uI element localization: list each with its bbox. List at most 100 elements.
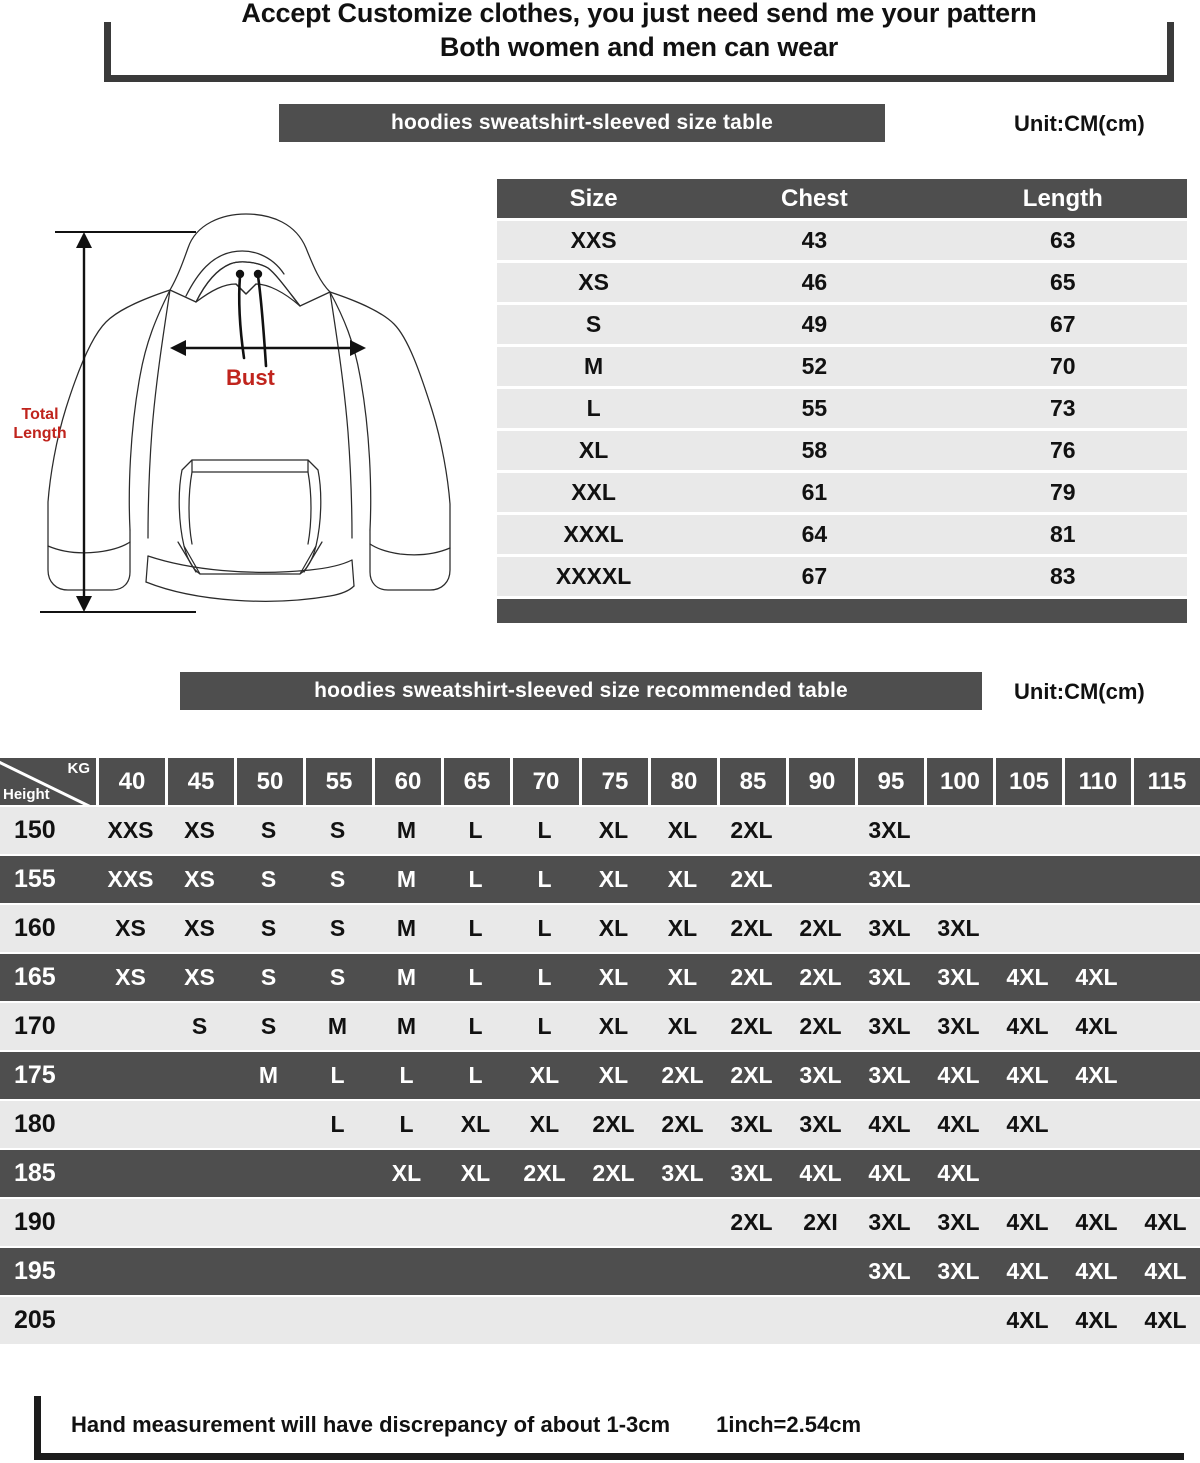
size-cell: XL: [667, 866, 698, 892]
drawstring-eyelet-left: [235, 269, 245, 279]
size-cell-empty: [1131, 807, 1200, 854]
size-table-footer-bar-fill: [497, 599, 1187, 623]
size-cell: 3XL: [868, 1209, 911, 1235]
size-cell: XXXXL: [497, 557, 691, 596]
size-cell-empty: [234, 1150, 303, 1197]
headline-line-2: Both women and men can wear: [439, 32, 839, 62]
chest-cell: 64: [690, 515, 939, 554]
corner-label-kg: KG: [67, 760, 91, 777]
chest-cell: 49: [690, 305, 939, 344]
size-cell-empty: [1131, 1150, 1200, 1197]
size-cell-empty: [303, 1297, 372, 1344]
size-cell: L: [468, 866, 483, 892]
size-cell-empty: [993, 905, 1062, 952]
size-cell: M: [497, 347, 691, 386]
size-cell: XL: [598, 964, 629, 990]
size-cell: 3XL: [868, 1062, 911, 1088]
size-cell: L: [330, 1111, 345, 1137]
size-cell: 4XL: [1075, 1062, 1118, 1088]
size-cell: 4XL: [1144, 1258, 1187, 1284]
size-cell: 4XL: [1006, 1062, 1049, 1088]
total-length-label: Total Length: [6, 405, 74, 443]
chest-cell: 58: [690, 431, 939, 470]
size-cell: 4XL: [1144, 1209, 1187, 1235]
size-cell-empty: [786, 1248, 855, 1295]
size-cell: XL: [529, 1062, 560, 1088]
size-cell: XS: [184, 915, 215, 941]
size-cell-empty: [1062, 905, 1131, 952]
headline-bracket: [104, 22, 1174, 82]
recommended-table-row: 170 S S M M L L XL XL 2XL 2XL 3XL 3XL 4XL 4XL: [0, 1003, 1200, 1050]
size-cell: 2XL: [730, 1062, 773, 1088]
size-cell: S: [329, 817, 346, 843]
size-cell: 2XL: [523, 1160, 566, 1186]
size-cell-empty: [579, 1297, 648, 1344]
recommended-table-row: 195 3XL 3XL 4XL 4XL 4XL: [0, 1248, 1200, 1295]
weight-header-cell: 75: [582, 758, 648, 805]
size-cell-empty: [579, 1248, 648, 1295]
total-length-label-line-2: Length: [13, 425, 67, 442]
size-cell-empty: [372, 1297, 441, 1344]
size-cell: XL: [598, 915, 629, 941]
size-cell: S: [329, 915, 346, 941]
size-table-row: XL 58 76: [497, 431, 1187, 470]
size-cell: 2XI: [803, 1209, 838, 1235]
size-cell: XXS: [107, 817, 154, 843]
size-cell-empty: [96, 1052, 165, 1099]
height-cell: 180: [14, 1110, 56, 1138]
length-cell: 65: [938, 263, 1187, 302]
length-cell: 76: [938, 431, 1187, 470]
size-cell: L: [468, 1062, 483, 1088]
size-cell: 2XL: [730, 915, 773, 941]
size-cell-empty: [1131, 954, 1200, 1001]
size-cell: S: [260, 1013, 277, 1039]
size-cell-empty: [786, 1297, 855, 1344]
size-cell: 3XL: [937, 915, 980, 941]
size-cell: L: [468, 964, 483, 990]
size-cell-empty: [165, 1297, 234, 1344]
height-cell: 150: [14, 816, 56, 844]
footer-note-bracket: Hand measurement will have discrepancy o…: [34, 1396, 1184, 1460]
size-table-row: XXXL 64 81: [497, 515, 1187, 554]
size-cell-empty: [717, 1297, 786, 1344]
size-cell-empty: [1131, 1052, 1200, 1099]
size-cell: S: [329, 866, 346, 892]
weight-header-cell: 105: [996, 758, 1062, 805]
size-cell-empty: [510, 1297, 579, 1344]
size-cell: 4XL: [1144, 1307, 1187, 1333]
recommended-table-title-banner: hoodies sweatshirt-sleeved size recommen…: [180, 672, 982, 710]
size-cell: M: [396, 866, 417, 892]
size-table-footer-bar: [497, 599, 1187, 623]
headline-text: Accept Customize clothes, you just need …: [104, 0, 1174, 64]
size-cell-empty: [1131, 856, 1200, 903]
size-cell: 3XL: [730, 1111, 773, 1137]
size-cell: 2XL: [730, 1209, 773, 1235]
size-table: Size Chest Length XXS 43 63 XS 46 65 S 49 67 M 52 7…: [497, 176, 1187, 626]
weight-header-cell: 80: [651, 758, 717, 805]
size-cell: 3XL: [937, 1209, 980, 1235]
weight-header-cell: 90: [789, 758, 855, 805]
size-cell: XXL: [497, 473, 691, 512]
size-cell: L: [537, 1013, 552, 1039]
size-cell-empty: [786, 807, 855, 854]
length-cell: 79: [938, 473, 1187, 512]
size-cell: XL: [598, 866, 629, 892]
size-cell: 3XL: [799, 1111, 842, 1137]
size-table-header-chest: Chest: [690, 179, 939, 218]
size-table-row: XXS 43 63: [497, 221, 1187, 260]
size-cell-empty: [165, 1248, 234, 1295]
size-cell: L: [399, 1062, 414, 1088]
chest-cell: 67: [690, 557, 939, 596]
size-cell: 2XL: [592, 1160, 635, 1186]
size-cell: 4XL: [1006, 1307, 1049, 1333]
size-cell-empty: [648, 1297, 717, 1344]
size-cell: 2XL: [730, 866, 773, 892]
chest-cell: 55: [690, 389, 939, 428]
weight-header-cell: 115: [1134, 758, 1200, 805]
footer-note-text: Hand measurement will have discrepancy o…: [71, 1412, 671, 1437]
headline-line-1: Accept Customize clothes, you just need …: [241, 0, 1037, 28]
size-cell: 2XL: [730, 964, 773, 990]
weight-header-cell: 40: [99, 758, 165, 805]
height-cell: 155: [14, 865, 56, 893]
height-cell: 175: [14, 1061, 56, 1089]
